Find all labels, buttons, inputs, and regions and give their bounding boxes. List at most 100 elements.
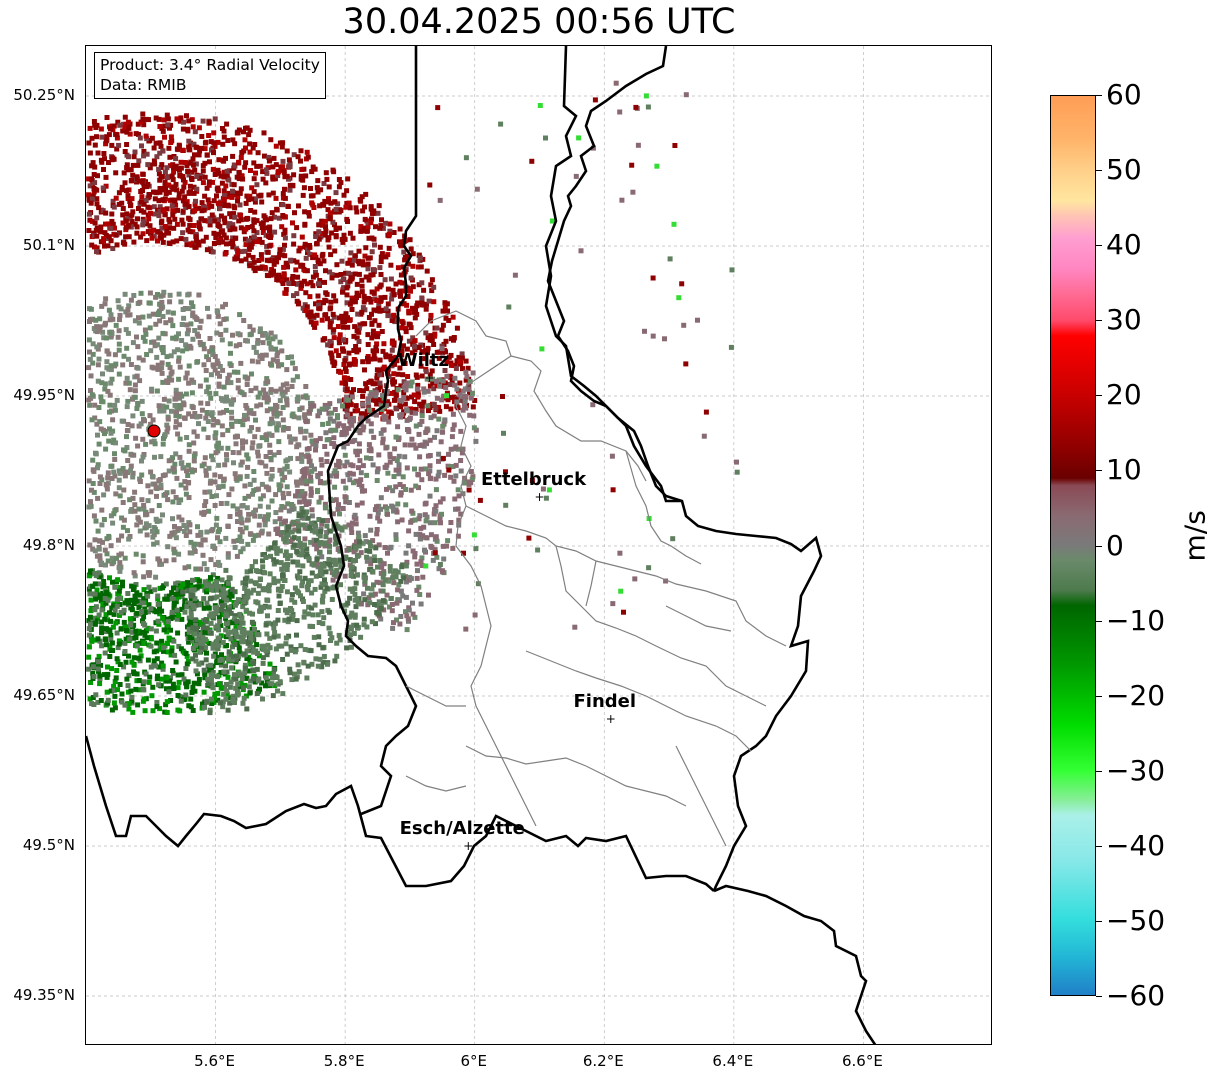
radar-echo-cell xyxy=(377,384,383,390)
radar-echo-cell xyxy=(102,301,108,307)
radar-echo-cell xyxy=(128,463,134,469)
radar-echo-cell xyxy=(215,559,221,565)
radar-echo-cell xyxy=(233,441,239,447)
radar-echo-cell xyxy=(89,487,94,493)
radar-echo-cell xyxy=(456,354,462,360)
radar-echo-cell xyxy=(202,579,208,585)
radar-echo-cell xyxy=(90,664,96,670)
radar-echo-cell xyxy=(464,374,470,380)
radar-echo-cell xyxy=(249,358,255,364)
radar-echo-cell xyxy=(382,294,388,300)
radar-echo-cell xyxy=(205,401,211,407)
radar-echo-cell xyxy=(125,398,131,404)
radar-echo-cell xyxy=(169,645,175,651)
radar-echo-cell xyxy=(221,196,227,202)
radar-echo-cell xyxy=(301,278,307,284)
radar-echo-cell xyxy=(183,342,189,348)
radar-echo-cell xyxy=(349,262,355,268)
radar-echo-cell xyxy=(418,601,424,607)
radar-echo-cell xyxy=(88,306,94,312)
radar-echo-cell xyxy=(429,288,435,294)
radar-echo-cell xyxy=(151,189,156,195)
radar-echo-cell xyxy=(328,252,334,258)
radar-echo-cell xyxy=(181,401,187,407)
radar-echo-cell xyxy=(303,173,309,179)
radar-echo-cell xyxy=(387,568,393,574)
radar-echo-cell xyxy=(378,616,384,622)
radar-echo-cell xyxy=(259,225,265,230)
radar-echo-cell xyxy=(377,580,383,586)
radar-echo-cell xyxy=(112,402,118,408)
radar-echo-cell xyxy=(396,582,402,588)
radar-echo-cell xyxy=(243,582,249,588)
radar-echo-cell xyxy=(412,399,418,405)
radar-echo-cell xyxy=(353,516,359,522)
radar-echo-cell xyxy=(237,342,243,348)
radar-echo-cell xyxy=(124,129,130,135)
radar-echo-cell xyxy=(107,402,113,408)
radar-echo-cell xyxy=(188,539,194,545)
radar-echo-cell xyxy=(121,607,127,613)
radar-echo-cell xyxy=(391,571,397,577)
radar-echo-cell xyxy=(105,664,110,670)
radar-echo-cell xyxy=(341,232,347,238)
radar-echo-cell xyxy=(240,580,246,586)
radar-echo-cell xyxy=(222,398,228,404)
radar-echo-cell xyxy=(246,668,252,674)
radar-echo-cell xyxy=(192,208,197,214)
radar-echo-cell xyxy=(145,593,151,599)
radar-echo-cell xyxy=(239,529,245,535)
radar-echo-cell xyxy=(105,627,111,633)
radar-echo-cell xyxy=(187,522,193,528)
radar-echo-cell xyxy=(183,236,189,242)
radar-echo-cell xyxy=(107,409,112,415)
radar-echo-cell xyxy=(273,346,279,352)
radar-echo-cell xyxy=(160,350,166,356)
radar-echo-cell xyxy=(159,676,165,682)
radar-echo-cell xyxy=(127,387,133,393)
radar-echo-cell xyxy=(263,648,269,654)
map-panel[interactable]: + + + + xyxy=(85,45,992,1045)
radar-echo-cell xyxy=(120,583,125,589)
radar-echo-cell xyxy=(209,528,215,534)
radar-echo-cell xyxy=(216,484,222,490)
radar-echo-cell xyxy=(233,625,239,631)
radar-echo-cell xyxy=(398,492,404,498)
radar-echo-cell xyxy=(234,130,240,136)
radar-echo-cell xyxy=(285,426,291,431)
radar-echo-cell xyxy=(136,506,142,512)
radar-echo-cell xyxy=(219,337,225,343)
radar-echo-cell xyxy=(309,661,315,667)
radar-echo-cell xyxy=(403,579,409,585)
radar-echo-cell xyxy=(353,521,359,527)
radar-echo-cell xyxy=(90,457,96,463)
radar-echo-cell xyxy=(110,198,116,204)
radar-echo-cell xyxy=(131,616,136,622)
radar-echo-cell xyxy=(147,325,153,331)
radar-echo-cell xyxy=(247,324,253,330)
radar-echo-cell xyxy=(94,553,100,559)
radar-echo-cell xyxy=(309,463,314,469)
radar-echo-cell xyxy=(377,357,383,363)
radar-echo-cell xyxy=(157,318,163,324)
radar-echo-cell xyxy=(291,258,297,264)
radar-echo-cell xyxy=(347,317,353,323)
radar-echo-cell xyxy=(440,496,446,502)
radar-echo-cell xyxy=(391,371,397,377)
radar-echo-cell xyxy=(227,684,233,690)
radar-echo-cell xyxy=(249,185,255,191)
radar-echo-cell xyxy=(368,527,374,533)
radar-echo-cell xyxy=(88,597,94,603)
radar-echo-cell xyxy=(125,458,131,463)
radar-echo-cell xyxy=(230,503,236,509)
radar-echo-cell xyxy=(351,357,357,362)
radar-echo-cell xyxy=(238,249,244,255)
radar-echo-cell xyxy=(424,535,430,541)
radar-echo-cell xyxy=(242,483,248,489)
radar-echo-cell xyxy=(388,410,394,416)
radar-echo-cell xyxy=(290,281,296,286)
radar-echo-cell xyxy=(116,371,122,377)
radar-echo-cell xyxy=(369,391,374,397)
radar-echo-cell xyxy=(308,432,314,438)
radar-echo-cell xyxy=(97,557,103,563)
